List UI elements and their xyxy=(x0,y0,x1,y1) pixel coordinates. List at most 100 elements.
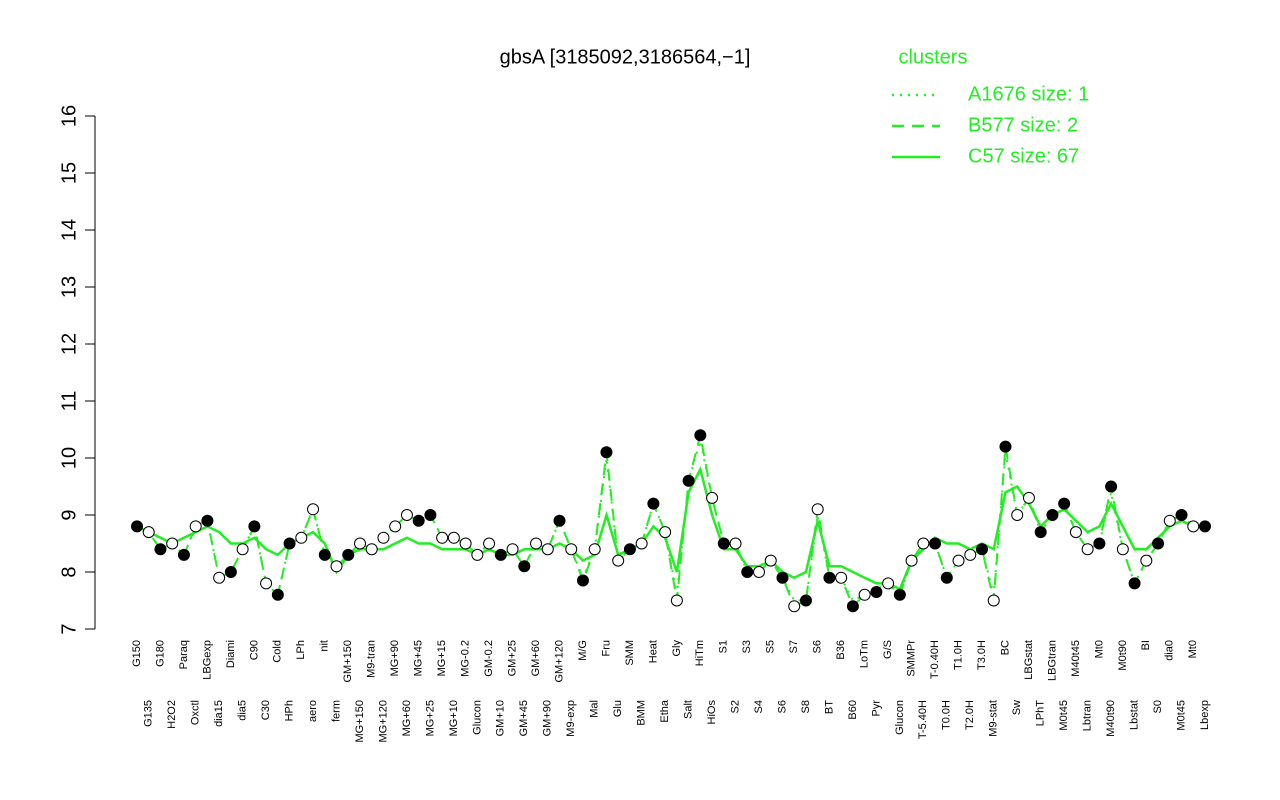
x-tick-label: MG-0.2 xyxy=(460,640,472,677)
x-tick-label: MG+45 xyxy=(413,640,425,676)
data-point xyxy=(776,571,789,584)
data-point xyxy=(377,531,390,544)
data-point xyxy=(389,520,402,533)
x-tick-label: Cold xyxy=(272,640,284,663)
y-tick-label: 7 xyxy=(58,623,80,634)
x-tick-label: M40t45 xyxy=(1070,640,1082,677)
data-point xyxy=(271,588,284,601)
x-tick-label: B36 xyxy=(835,640,847,660)
data-point xyxy=(706,491,719,504)
data-point xyxy=(576,574,589,587)
data-point xyxy=(753,566,766,578)
data-point xyxy=(154,543,167,556)
x-tick-label: HiOs xyxy=(706,700,718,725)
legend-label: A1676 size: 1 xyxy=(968,83,1089,105)
x-tick-label: S3 xyxy=(741,640,753,653)
data-point xyxy=(764,554,777,567)
x-tick-label: MG+60 xyxy=(401,700,413,736)
data-point xyxy=(846,600,859,613)
data-point xyxy=(588,543,601,556)
x-tick-label: nit xyxy=(319,640,331,652)
data-point xyxy=(483,537,496,550)
x-tick-label: aero xyxy=(307,700,319,722)
x-tick-label: Heat xyxy=(647,640,659,663)
x-tick-label: M0t45 xyxy=(1175,700,1187,731)
x-tick-label: GM+60 xyxy=(530,640,542,676)
x-tick-label: GM+90 xyxy=(542,700,554,736)
data-point xyxy=(1116,543,1129,556)
data-point xyxy=(412,514,425,527)
x-tick-label: LBGstat xyxy=(1023,640,1035,680)
x-tick-label: Oxctl xyxy=(190,700,202,725)
x-tick-label: H2O2 xyxy=(166,700,178,729)
data-point xyxy=(694,429,707,442)
data-point xyxy=(1140,554,1153,567)
data-point xyxy=(835,571,848,584)
x-tick-label: Diami xyxy=(225,640,237,668)
x-tick-label: M9-stat xyxy=(988,700,1000,737)
data-point xyxy=(612,554,625,567)
x-tick-label: LPhT xyxy=(1035,700,1047,727)
data-point xyxy=(882,577,895,590)
data-point xyxy=(893,588,906,601)
y-tick-label: 8 xyxy=(58,566,80,577)
legend-label: B577 size: 2 xyxy=(968,114,1078,136)
data-point xyxy=(799,594,812,607)
x-tick-label: ferm xyxy=(330,700,342,722)
y-tick-label: 14 xyxy=(58,219,80,241)
x-tick-label: T0.0H xyxy=(941,700,953,730)
y-tick-label: 13 xyxy=(58,276,80,298)
x-tick-label: Salt xyxy=(683,700,695,719)
x-tick-label: G135 xyxy=(143,700,155,727)
data-point xyxy=(1163,514,1176,527)
legend-title: clusters xyxy=(899,46,968,68)
data-point xyxy=(635,537,648,550)
x-tick-label: MG+15 xyxy=(436,640,448,676)
data-point xyxy=(307,503,320,516)
x-tick-label: BMM xyxy=(636,700,648,726)
data-point xyxy=(1187,520,1200,533)
x-tick-label: SMM xyxy=(624,640,636,666)
data-point xyxy=(342,548,355,561)
data-point xyxy=(459,537,472,550)
x-tick-label: Sw xyxy=(1011,700,1023,715)
data-point xyxy=(1081,543,1094,556)
data-point xyxy=(506,543,519,556)
data-point xyxy=(929,537,942,550)
data-point xyxy=(565,543,578,556)
data-point xyxy=(248,520,261,533)
x-tick-label: T1.0H xyxy=(952,640,964,670)
data-point xyxy=(213,571,226,584)
x-tick-label: GM-0.2 xyxy=(483,640,495,677)
x-tick-label: Fru xyxy=(600,640,612,657)
x-tick-label: dia5 xyxy=(237,700,249,721)
x-tick-label: T-0.40H xyxy=(929,640,941,679)
data-point xyxy=(600,446,613,459)
x-tick-label: LoTm xyxy=(859,640,871,668)
data-point xyxy=(189,520,202,533)
data-point xyxy=(553,514,566,527)
y-tick-label: 16 xyxy=(58,105,80,127)
data-point xyxy=(518,560,531,573)
x-tick-label: Gly xyxy=(671,640,683,657)
data-point xyxy=(905,554,918,567)
data-point xyxy=(436,531,449,544)
x-tick-label: T-5.40H xyxy=(917,700,929,739)
data-point xyxy=(1199,520,1211,533)
data-point xyxy=(1069,526,1082,539)
x-tick-label: C30 xyxy=(260,700,272,720)
x-tick-label: LPh xyxy=(295,640,307,660)
data-point xyxy=(659,526,672,539)
data-point xyxy=(964,548,977,561)
x-tick-label: M/G xyxy=(577,640,589,661)
data-point xyxy=(1022,491,1035,504)
x-tick-label: Glucon xyxy=(471,700,483,735)
x-tick-label: S5 xyxy=(765,640,777,653)
data-point xyxy=(858,588,871,601)
x-tick-label: GM+120 xyxy=(553,640,565,683)
data-point xyxy=(236,543,249,556)
data-point xyxy=(682,474,695,487)
data-point xyxy=(917,537,930,550)
y-tick-label: 15 xyxy=(58,162,80,184)
data-point xyxy=(541,543,554,556)
